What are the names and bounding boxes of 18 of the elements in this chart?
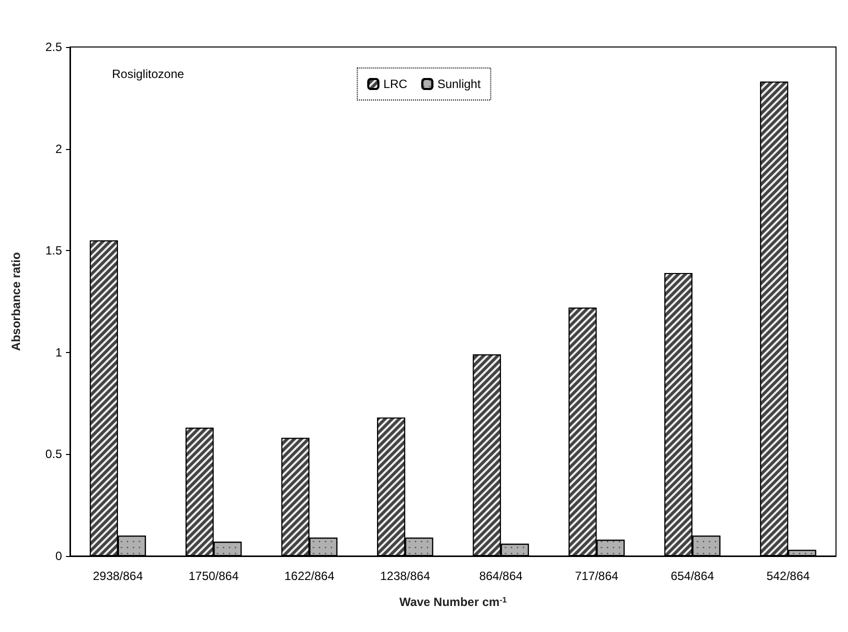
legend-label: LRC: [383, 77, 408, 91]
y-tick-label: 0.5: [45, 447, 62, 462]
y-tick-label: 0: [55, 549, 62, 563]
x-tick-label: 1622/864: [284, 569, 335, 583]
x-tick-label: 717/864: [574, 569, 619, 583]
x-tick-label: 1238/864: [380, 569, 430, 583]
x-tick-label: 864/864: [479, 569, 523, 583]
legend-label: Sunlight: [437, 77, 482, 91]
x-tick-label: 1750/864: [188, 569, 239, 583]
annotation: Rosiglitozone: [112, 67, 184, 81]
y-tick-label: 1.5: [45, 244, 62, 258]
y-tick-label: 2.5: [45, 40, 62, 54]
y-axis-title: Absorbance ratio: [9, 252, 23, 351]
x-tick-label: 2938/864: [92, 569, 144, 583]
y-tick-label: 1: [55, 345, 62, 360]
y-tick-label: 2: [55, 142, 62, 156]
x-tick-label: 654/864: [670, 569, 714, 583]
x-tick-label: 542/864: [766, 569, 810, 583]
